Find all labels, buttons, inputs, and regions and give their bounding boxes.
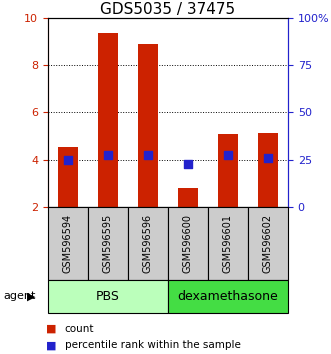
Point <box>265 155 271 161</box>
Bar <box>48 207 88 280</box>
Text: GSM596596: GSM596596 <box>143 214 153 273</box>
Text: GSM596594: GSM596594 <box>63 214 73 273</box>
Text: agent: agent <box>3 291 36 302</box>
Bar <box>98 33 118 207</box>
Bar <box>218 134 238 207</box>
Text: ▶: ▶ <box>27 291 36 302</box>
Title: GDS5035 / 37475: GDS5035 / 37475 <box>100 1 236 17</box>
Text: GSM596601: GSM596601 <box>223 214 233 273</box>
Bar <box>208 207 248 280</box>
Text: GSM596600: GSM596600 <box>183 214 193 273</box>
Text: GSM596595: GSM596595 <box>103 214 113 273</box>
Bar <box>248 207 288 280</box>
Text: percentile rank within the sample: percentile rank within the sample <box>65 340 240 350</box>
Bar <box>168 280 288 313</box>
Text: GSM596602: GSM596602 <box>263 214 273 273</box>
Text: count: count <box>65 324 94 333</box>
Text: ■: ■ <box>46 340 57 350</box>
Bar <box>128 207 168 280</box>
Point <box>145 152 151 158</box>
Text: dexamethasone: dexamethasone <box>178 290 278 303</box>
Bar <box>88 207 128 280</box>
Bar <box>178 188 198 207</box>
Text: PBS: PBS <box>96 290 120 303</box>
Text: ■: ■ <box>46 324 57 333</box>
Bar <box>138 44 158 207</box>
Point <box>185 162 191 167</box>
Point <box>65 157 71 162</box>
Bar <box>168 207 208 280</box>
Bar <box>48 280 168 313</box>
Bar <box>258 132 278 207</box>
Point <box>225 152 231 158</box>
Bar <box>58 147 78 207</box>
Point <box>105 152 111 158</box>
